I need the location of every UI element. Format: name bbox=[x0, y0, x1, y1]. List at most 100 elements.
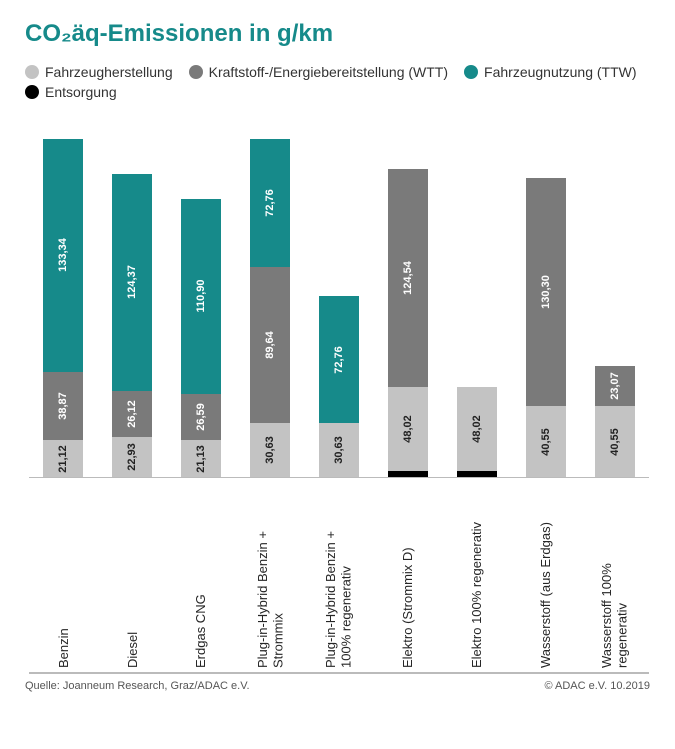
x-label-slot: Elektro 100% regenerativ bbox=[442, 478, 511, 668]
bar-slot: 40,55 130,30 bbox=[511, 128, 580, 477]
bar-segment: 30,63 bbox=[250, 423, 290, 477]
bar-segment: 40,55 bbox=[526, 406, 566, 477]
x-label-slot: Plug-in-Hybrid Benzin + Strommix bbox=[236, 478, 305, 668]
bar-segment: 30,63 bbox=[319, 423, 359, 477]
bar-slot: 30,63 72,76 bbox=[305, 128, 374, 477]
x-label: Elektro 100% regenerativ bbox=[469, 488, 485, 668]
segment-value: 124,54 bbox=[402, 261, 414, 295]
x-label: Wasserstoff 100% regenerativ bbox=[599, 488, 630, 668]
x-label: Plug-in-Hybrid Benzin + Strommix bbox=[255, 488, 286, 668]
segment-value: 23,07 bbox=[609, 372, 621, 400]
legend-swatch bbox=[25, 65, 39, 79]
x-label: Wasserstoff (aus Erdgas) bbox=[538, 488, 554, 668]
segment-value: 30,63 bbox=[264, 436, 276, 464]
segment-value: 40,55 bbox=[609, 428, 621, 456]
bar: 48,02 bbox=[457, 387, 497, 477]
x-label: Plug-in-Hybrid Benzin + 100% regenerativ bbox=[323, 488, 354, 668]
x-label: Diesel bbox=[125, 488, 141, 668]
bar: 22,93 26,12 124,37 bbox=[112, 174, 152, 477]
bar-segment: 133,34 bbox=[43, 139, 83, 372]
footer: Quelle: Joanneum Research, Graz/ADAC e.V… bbox=[25, 680, 650, 692]
segment-value: 48,02 bbox=[471, 415, 483, 443]
source-text: Quelle: Joanneum Research, Graz/ADAC e.V… bbox=[25, 680, 250, 692]
bar: 40,55 130,30 bbox=[526, 178, 566, 477]
bar-segment: 130,30 bbox=[526, 178, 566, 406]
segment-value: 38,87 bbox=[57, 392, 69, 420]
bar-segment: 48,02 bbox=[388, 387, 428, 471]
bar: 21,12 38,87 133,34 bbox=[43, 139, 83, 477]
legend-swatch bbox=[189, 65, 203, 79]
x-label-slot: Wasserstoff 100% regenerativ bbox=[580, 478, 649, 668]
segment-value: 21,12 bbox=[57, 445, 69, 473]
legend: Fahrzeugherstellung Kraftstoff-/Energiebe… bbox=[25, 64, 650, 100]
segment-value: 72,76 bbox=[264, 189, 276, 217]
segment-value: 48,02 bbox=[402, 415, 414, 443]
bar-slot: 48,02 bbox=[442, 128, 511, 477]
bar-segment: 72,76 bbox=[250, 139, 290, 266]
segment-value: 110,90 bbox=[195, 280, 207, 313]
x-label: Elektro (Strommix D) bbox=[400, 488, 416, 668]
legend-item: Fahrzeugnutzung (TTW) bbox=[464, 64, 637, 80]
legend-item: Entsorgung bbox=[25, 84, 117, 100]
legend-item: Kraftstoff-/Energiebereitstellung (WTT) bbox=[189, 64, 448, 80]
x-label-slot: Diesel bbox=[98, 478, 167, 668]
bar-segment: 26,12 bbox=[112, 391, 152, 437]
bar-segment: 21,12 bbox=[43, 440, 83, 477]
x-label-slot: Erdgas CNG bbox=[167, 478, 236, 668]
bar: 30,63 89,64 72,76 bbox=[250, 139, 290, 477]
bar-slot: 48,02 124,54 bbox=[373, 128, 442, 477]
segment-value: 21,13 bbox=[195, 445, 207, 473]
bar-slot: 30,63 89,64 72,76 bbox=[236, 128, 305, 477]
bar-segment: 21,13 bbox=[181, 440, 221, 477]
chart-plot: 21,12 38,87 133,34 22,93 26,12 124,37 21,13 26,… bbox=[29, 128, 649, 478]
bar-slot: 21,12 38,87 133,34 bbox=[29, 128, 98, 477]
segment-value: 130,30 bbox=[540, 275, 552, 309]
bar-segment: 26,59 bbox=[181, 394, 221, 441]
segment-value: 26,12 bbox=[126, 400, 138, 428]
footer-divider bbox=[29, 672, 649, 674]
bar-slot: 40,55 23,07 bbox=[580, 128, 649, 477]
bar-segment: 48,02 bbox=[457, 387, 497, 471]
legend-swatch bbox=[464, 65, 478, 79]
x-label-slot: Wasserstoff (aus Erdgas) bbox=[511, 478, 580, 668]
x-label: Benzin bbox=[56, 488, 72, 668]
segment-value: 133,34 bbox=[57, 239, 69, 273]
bar-slot: 22,93 26,12 124,37 bbox=[98, 128, 167, 477]
chart-title: CO₂äq-Emissionen in g/km bbox=[25, 20, 650, 48]
bar-segment: 40,55 bbox=[595, 406, 635, 477]
x-label-slot: Plug-in-Hybrid Benzin + 100% regenerativ bbox=[305, 478, 374, 668]
segment-value: 89,64 bbox=[264, 331, 276, 359]
bar: 30,63 72,76 bbox=[319, 296, 359, 477]
copyright-text: © ADAC e.V. 10.2019 bbox=[544, 680, 650, 692]
x-label: Erdgas CNG bbox=[193, 488, 209, 668]
legend-label: Fahrzeugherstellung bbox=[45, 64, 173, 80]
bar-segment: 124,37 bbox=[112, 174, 152, 392]
bar: 21,13 26,59 110,90 bbox=[181, 199, 221, 477]
segment-value: 72,76 bbox=[333, 346, 345, 374]
bar-segment: 124,54 bbox=[388, 169, 428, 387]
segment-value: 40,55 bbox=[540, 428, 552, 456]
legend-label: Fahrzeugnutzung (TTW) bbox=[484, 64, 637, 80]
x-axis-labels: Benzin Diesel Erdgas CNG Plug-in-Hybrid Ben… bbox=[29, 478, 649, 668]
legend-label: Kraftstoff-/Energiebereitstellung (WTT) bbox=[209, 64, 448, 80]
x-label-slot: Elektro (Strommix D) bbox=[373, 478, 442, 668]
bar-segment: 22,93 bbox=[112, 437, 152, 477]
segment-value: 26,59 bbox=[195, 403, 207, 431]
bar-slot: 21,13 26,59 110,90 bbox=[167, 128, 236, 477]
bar-segment bbox=[457, 471, 497, 477]
legend-swatch bbox=[25, 85, 39, 99]
bar: 40,55 23,07 bbox=[595, 366, 635, 477]
legend-label: Entsorgung bbox=[45, 84, 117, 100]
bar-segment: 110,90 bbox=[181, 199, 221, 393]
segment-value: 124,37 bbox=[126, 266, 138, 300]
bar-segment: 72,76 bbox=[319, 296, 359, 423]
legend-item: Fahrzeugherstellung bbox=[25, 64, 173, 80]
segment-value: 22,93 bbox=[126, 443, 138, 471]
segment-value: 30,63 bbox=[333, 436, 345, 464]
x-label-slot: Benzin bbox=[29, 478, 98, 668]
bar-segment bbox=[388, 471, 428, 477]
bar: 48,02 124,54 bbox=[388, 169, 428, 477]
bar-segment: 38,87 bbox=[43, 372, 83, 440]
bar-segment: 23,07 bbox=[595, 366, 635, 406]
bar-segment: 89,64 bbox=[250, 267, 290, 424]
